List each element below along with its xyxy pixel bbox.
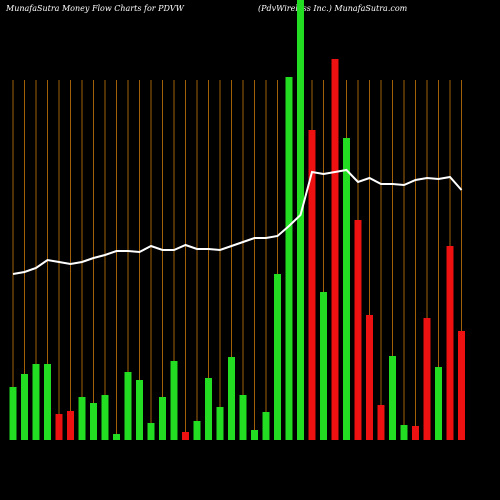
bar bbox=[193, 421, 201, 440]
bar bbox=[32, 364, 40, 440]
bar bbox=[320, 292, 327, 440]
bar bbox=[21, 374, 28, 440]
bar bbox=[113, 434, 120, 440]
bar bbox=[124, 372, 132, 440]
bar bbox=[90, 403, 97, 440]
bar bbox=[205, 378, 212, 440]
bar bbox=[216, 407, 224, 440]
bar bbox=[228, 357, 235, 440]
bar bbox=[412, 426, 419, 440]
bar bbox=[400, 425, 408, 440]
chart-title: MunafaSutra Money Flow Charts for PDVW bbox=[5, 4, 185, 13]
bar bbox=[458, 331, 465, 440]
bar bbox=[9, 387, 17, 440]
bar bbox=[147, 423, 155, 440]
bar bbox=[423, 318, 431, 440]
bar bbox=[389, 356, 396, 440]
bar bbox=[377, 405, 385, 440]
money-flow-line bbox=[12, 168, 463, 275]
bar bbox=[67, 411, 74, 440]
chart-subtitle: (PdvWireless Inc.) MunafaSutra.com bbox=[258, 4, 408, 13]
bar bbox=[354, 220, 362, 440]
bar bbox=[446, 246, 454, 440]
bar bbox=[101, 395, 109, 440]
bar bbox=[343, 138, 350, 440]
bar bbox=[159, 397, 166, 440]
bar bbox=[44, 364, 51, 440]
bar bbox=[285, 77, 293, 440]
bar bbox=[170, 361, 178, 440]
bar bbox=[262, 412, 270, 440]
bar bbox=[182, 432, 189, 440]
bar bbox=[55, 414, 63, 440]
bar bbox=[297, 0, 304, 440]
bar bbox=[251, 430, 258, 440]
bar bbox=[308, 130, 316, 440]
bar bbox=[331, 59, 339, 440]
bar bbox=[136, 380, 143, 440]
bar bbox=[274, 274, 281, 440]
bar bbox=[366, 315, 373, 440]
bar bbox=[78, 397, 86, 440]
bar bbox=[239, 395, 247, 440]
bar bbox=[435, 367, 442, 440]
